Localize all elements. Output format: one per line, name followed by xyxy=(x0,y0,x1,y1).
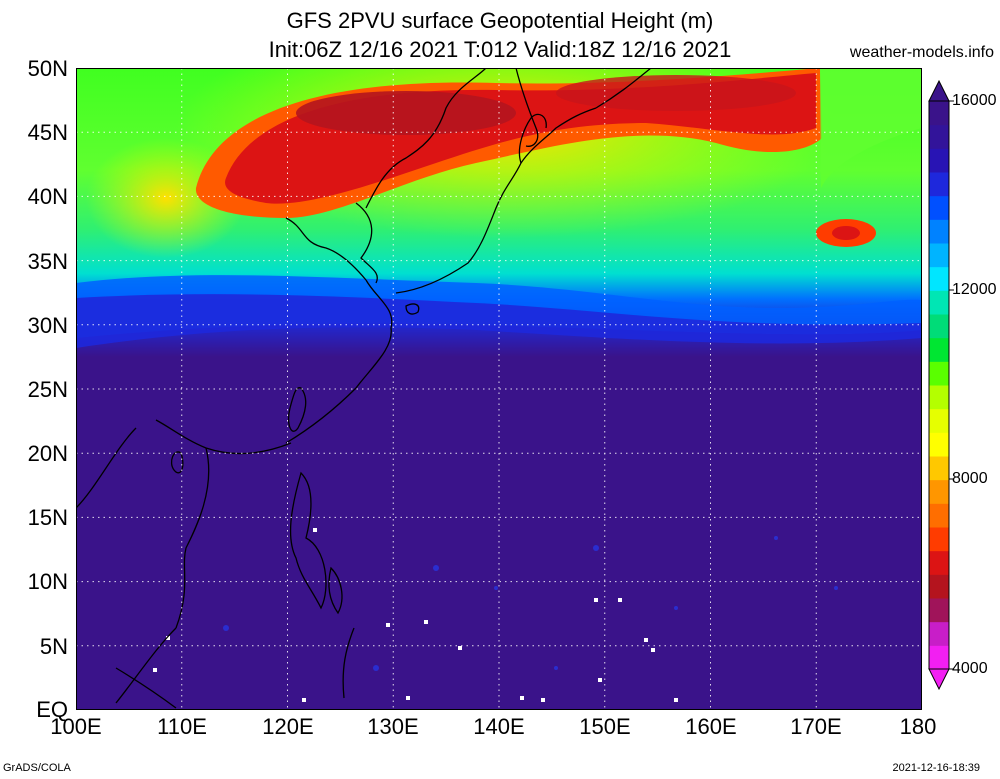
colorbar-cell xyxy=(929,219,949,244)
map-subtitle: Init:06Z 12/16 2021 T:012 Valid:18Z 12/1… xyxy=(268,37,732,62)
colorbar-cell xyxy=(929,385,949,410)
source-label: weather-models.info xyxy=(849,44,994,61)
lon-label: 180 xyxy=(899,714,937,739)
lon-label: 150E xyxy=(579,714,631,739)
lat-label: 45N xyxy=(27,120,68,145)
lon-label: 130E xyxy=(367,714,419,739)
colorbar-label: 16000 xyxy=(952,92,997,109)
map-title: GFS 2PVU surface Geopotential Height (m) xyxy=(286,8,714,33)
lat-label: 30N xyxy=(27,313,68,338)
lon-label: 100E xyxy=(50,714,102,739)
height-map xyxy=(76,68,922,710)
lat-label: 50N xyxy=(27,56,68,81)
colorbar-cell xyxy=(929,290,949,315)
colorbar-cell xyxy=(929,195,949,220)
colorbar-cell xyxy=(929,408,949,433)
colorbar-cell xyxy=(929,479,949,504)
lon-label: 170E xyxy=(790,714,842,739)
colorbar-cell xyxy=(929,527,949,552)
color-scale-bar xyxy=(928,80,954,690)
colorbar-cell xyxy=(929,503,949,528)
colorbar-cell xyxy=(929,645,949,670)
colorbar-cell xyxy=(929,124,949,149)
colorbar-cell xyxy=(929,621,949,646)
lat-label: 20N xyxy=(27,441,68,466)
colorbar-label: 12000 xyxy=(952,281,997,298)
colorbar-cell xyxy=(929,361,949,386)
credit-label: GrADS/COLA xyxy=(3,762,71,774)
colorbar-cell xyxy=(929,337,949,362)
lat-label: 10N xyxy=(27,569,68,594)
lon-label: 160E xyxy=(685,714,737,739)
lon-label: 140E xyxy=(473,714,525,739)
colorbar-cell xyxy=(929,456,949,481)
colorbar-cell xyxy=(929,243,949,268)
colorbar-label: 4000 xyxy=(952,660,988,677)
colorbar-cell xyxy=(929,172,949,197)
colorbar-cell xyxy=(929,574,949,599)
lon-label: 110E xyxy=(157,714,207,739)
colorbar-cell xyxy=(929,148,949,173)
lat-label: 15N xyxy=(27,505,68,530)
lon-label: 120E xyxy=(262,714,314,739)
colorbar-label: 8000 xyxy=(952,470,988,487)
colorbar-cell xyxy=(929,314,949,339)
colorbar-cell xyxy=(929,101,949,126)
timestamp-label: 2021-12-16-18:39 xyxy=(892,762,980,774)
colorbar-cell xyxy=(929,550,949,575)
colorbar-cell xyxy=(929,266,949,291)
lat-label: EQ xyxy=(36,697,68,722)
lat-label: 5N xyxy=(39,634,68,659)
lat-label: 40N xyxy=(27,184,68,209)
colorbar-cell xyxy=(929,598,949,623)
lat-label: 25N xyxy=(27,377,68,402)
colorbar-cell xyxy=(929,432,949,457)
lat-label: 35N xyxy=(27,249,68,274)
